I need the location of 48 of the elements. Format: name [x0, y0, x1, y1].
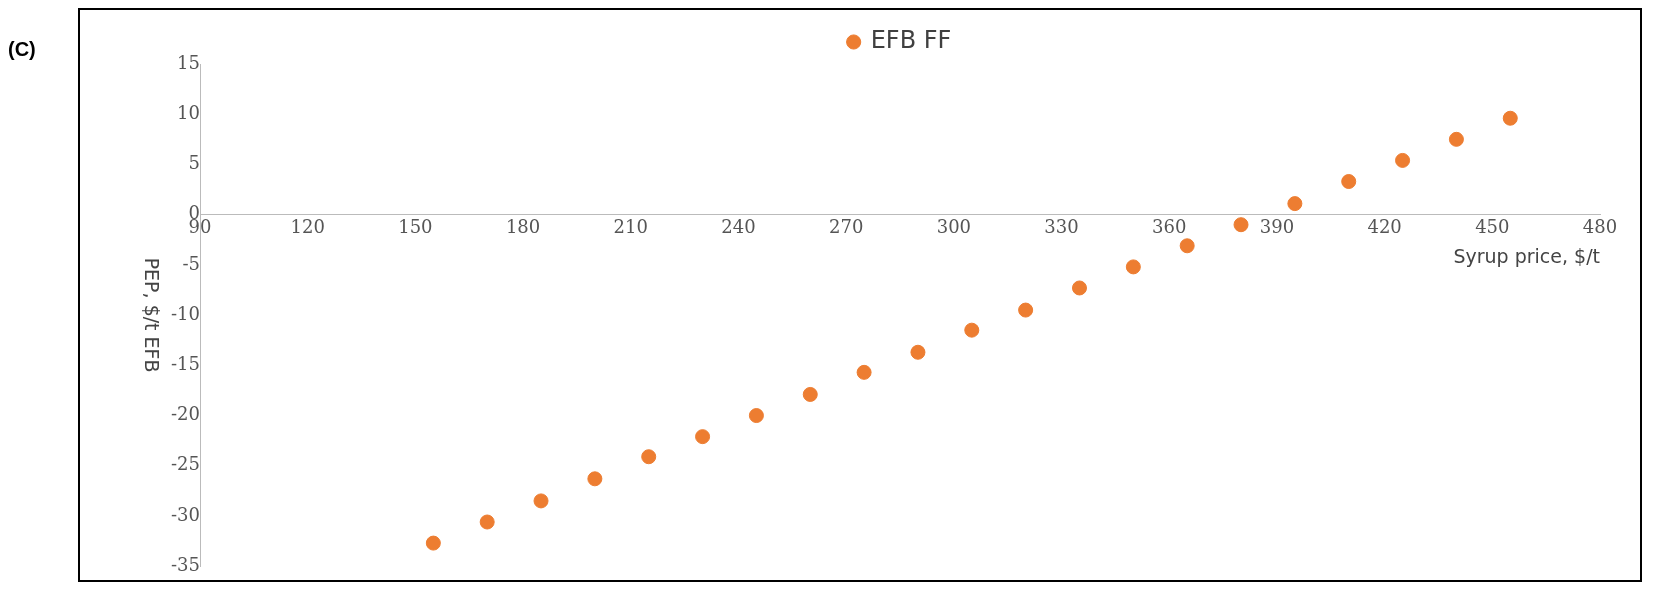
x-tick-label: 210 [613, 216, 648, 238]
point [748, 408, 764, 424]
point [964, 322, 980, 338]
point [910, 344, 926, 360]
y-tick-label: -35 [171, 553, 200, 575]
y-tick-label: -20 [171, 403, 200, 425]
y-tick-label: -5 [182, 252, 200, 274]
point [1233, 217, 1249, 233]
point [1502, 110, 1518, 126]
point [1395, 152, 1411, 168]
y-tick-label: 5 [188, 152, 200, 174]
point [1018, 302, 1034, 318]
x-axis-title: Syrup price, $/t [1453, 244, 1600, 267]
x-tick-label: 180 [505, 216, 541, 238]
point [587, 471, 603, 487]
y-tick-label: -25 [171, 453, 200, 475]
point [1179, 238, 1195, 254]
x-tick-label: 330 [1044, 216, 1079, 238]
point [641, 449, 657, 465]
x-tick-label: 300 [936, 216, 972, 238]
x-tick-label: 390 [1259, 216, 1295, 238]
y-tick-label: -15 [171, 352, 200, 374]
point [802, 386, 818, 402]
y-tick-label: 10 [177, 101, 200, 123]
point [1125, 259, 1141, 275]
y-tick-label: 15 [177, 51, 200, 73]
y-tick-label: -30 [171, 503, 200, 525]
legend-label: EFB FF [870, 26, 952, 55]
point [1287, 196, 1303, 212]
x-tick-label: 270 [828, 216, 864, 238]
x-tick-label: 120 [290, 216, 325, 238]
point [1448, 131, 1464, 147]
point [425, 535, 441, 551]
x-tick-label: 240 [721, 216, 756, 238]
x-tick-label: 480 [1582, 216, 1618, 238]
x-tick-label: 420 [1367, 216, 1402, 238]
y-tick-label: -10 [171, 302, 200, 324]
x-tick-label: 360 [1152, 216, 1187, 238]
point [479, 514, 495, 530]
point [533, 493, 549, 509]
point [1071, 280, 1087, 296]
text: (C) [8, 38, 37, 61]
x-tick-label: 450 [1475, 216, 1510, 238]
y-axis-title: PEP, $/t EFB [140, 257, 163, 373]
x-tick-label: 150 [398, 216, 433, 238]
point [695, 429, 711, 445]
point [1341, 174, 1357, 190]
point [856, 364, 872, 380]
